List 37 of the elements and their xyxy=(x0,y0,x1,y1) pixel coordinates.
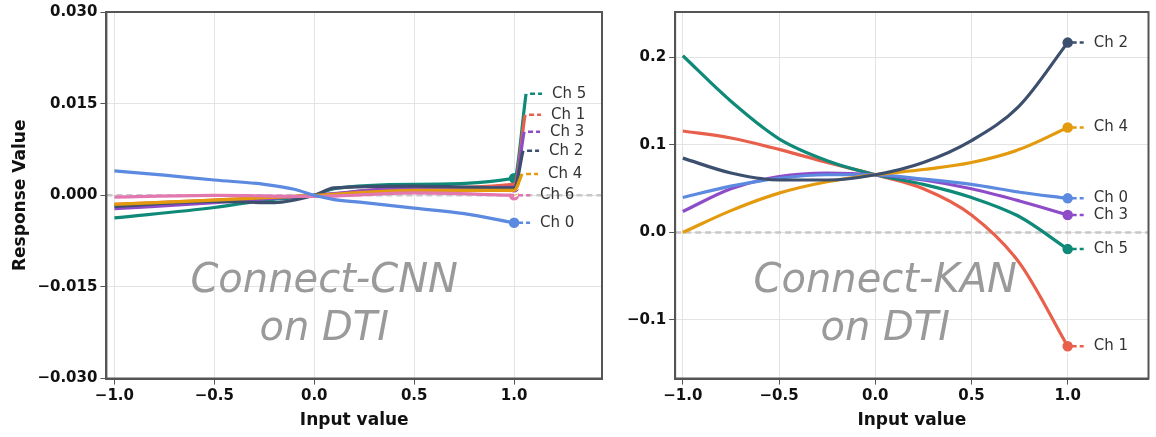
x-axis-title: Input value xyxy=(299,409,409,430)
x-tick-label: 0.5 xyxy=(958,386,985,405)
legend-label: Ch 5 xyxy=(552,83,587,102)
legend-label: Ch 2 xyxy=(549,140,584,159)
x-tick-label: −1.0 xyxy=(663,386,703,405)
legend-label: Ch 4 xyxy=(548,163,583,182)
legend-label: Ch 5 xyxy=(1093,239,1128,257)
legend-label: Ch 3 xyxy=(550,121,585,140)
y-tick-label: 0.1 xyxy=(639,134,667,153)
x-tick-label: 0.5 xyxy=(400,386,428,405)
y-tick-label: −0.1 xyxy=(627,309,667,328)
y-tick-label: 0.0 xyxy=(639,222,667,241)
y-tick-label: −0.030 xyxy=(37,368,98,387)
y-axis-title: Response Value xyxy=(8,119,29,272)
annotation: Connect-KAN on DTI xyxy=(753,254,1017,349)
x-tick-label: 0.0 xyxy=(861,386,889,405)
legend-label: Ch 1 xyxy=(1093,336,1128,355)
x-tick-label: 0.0 xyxy=(300,386,328,405)
y-tick-label: −0.015 xyxy=(37,276,98,295)
y-tick-label: 0.030 xyxy=(49,1,98,20)
legend-label: Ch 1 xyxy=(551,104,586,123)
x-tick-label: −0.5 xyxy=(759,386,799,405)
legend-label: Ch 3 xyxy=(1093,204,1128,223)
x-axis-title: Input value xyxy=(857,409,967,430)
x-tick-label: 1.0 xyxy=(500,386,528,405)
annotation: Connect-CNN on DTI xyxy=(190,254,459,349)
x-tick-label: −1.0 xyxy=(94,386,134,405)
legend-label: Ch 2 xyxy=(1093,32,1128,51)
legend-label: Ch 0 xyxy=(540,212,575,231)
y-tick-label: 0.015 xyxy=(49,93,98,112)
x-tick-label: −0.5 xyxy=(194,386,234,405)
legend-label: Ch 0 xyxy=(1093,188,1128,207)
legend-label: Ch 4 xyxy=(1093,117,1128,136)
legend-label: Ch 6 xyxy=(540,185,575,204)
y-tick-label: 0.2 xyxy=(639,47,667,66)
y-tick-label: 0.000 xyxy=(49,185,98,204)
x-tick-label: 1.0 xyxy=(1054,386,1081,405)
